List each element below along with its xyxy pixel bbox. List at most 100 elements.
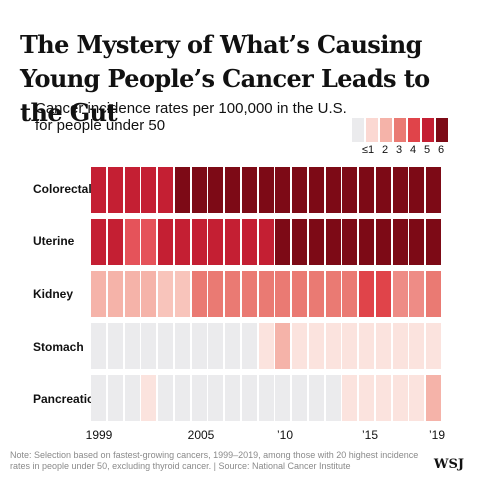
heatmap-cell — [409, 219, 425, 265]
legend-label: 4 — [409, 144, 417, 156]
heatmap-cell — [308, 167, 324, 213]
heatmap-cell — [91, 219, 106, 265]
legend-label: ≤1 — [361, 144, 375, 156]
heatmap-cell — [342, 167, 358, 213]
heatmap-cell — [375, 271, 391, 317]
heatmap-cell — [342, 323, 358, 369]
heatmap-cell — [392, 323, 408, 369]
wsj-logo: WSJ — [433, 457, 464, 472]
heatmap-cell — [392, 375, 408, 421]
heatmap-cell — [141, 323, 157, 369]
heatmap-cell — [392, 271, 408, 317]
heatmap-cell — [325, 271, 341, 317]
x-tick-label: ’10 — [276, 428, 294, 442]
heatmap-cell — [409, 271, 425, 317]
heatmap-cell — [91, 375, 106, 421]
heatmap-cell — [275, 323, 291, 369]
heatmap-cell — [258, 271, 274, 317]
heatmap-cell — [409, 167, 425, 213]
x-tick-label: ’15 — [361, 428, 379, 442]
heatmap-cell — [375, 323, 391, 369]
x-tick-label: 1999 — [85, 428, 113, 442]
heatmap-cell — [174, 167, 190, 213]
heatmap-cell — [158, 375, 173, 421]
heatmap-cell — [392, 219, 408, 265]
heatmap-cell — [241, 375, 257, 421]
heatmap-cell — [174, 323, 190, 369]
heatmap-cell — [258, 323, 274, 369]
heatmap-cell — [275, 167, 291, 213]
heatmap-cell — [292, 219, 307, 265]
heatmap-cell — [107, 375, 123, 421]
heatmap-cell — [258, 219, 274, 265]
heatmap-cell — [208, 323, 224, 369]
heatmap-cell — [292, 375, 307, 421]
heatmap-cell — [409, 323, 425, 369]
heatmap-cell — [308, 219, 324, 265]
heatmap-cell — [158, 167, 173, 213]
heatmap-cell — [124, 167, 140, 213]
heatmap-cell — [225, 323, 240, 369]
heatmap-cell — [107, 271, 123, 317]
heatmap-cell — [292, 167, 307, 213]
heatmap-cell — [325, 167, 341, 213]
row-label-uterine: Uterine — [33, 234, 75, 248]
heatmap-cell — [342, 219, 358, 265]
heatmap-cell — [426, 219, 441, 265]
headline: The Mystery of What’s Causing Young Peop… — [20, 30, 430, 127]
legend-swatch-min — [352, 118, 364, 142]
heatmap-cell — [426, 323, 441, 369]
heatmap-cell — [241, 219, 257, 265]
heatmap-cell — [158, 271, 173, 317]
heatmap-cell — [292, 271, 307, 317]
legend-swatch-6 — [436, 118, 448, 142]
heatmap-cell — [91, 271, 106, 317]
legend-label: 3 — [395, 144, 403, 156]
heatmap-cell — [225, 375, 240, 421]
heatmap-cell — [275, 219, 291, 265]
heatmap-cell — [342, 271, 358, 317]
legend-label: 2 — [381, 144, 389, 156]
footnote: Note: Selection based on fastest-growing… — [10, 450, 419, 471]
heatmap-cell — [191, 271, 207, 317]
legend-label: 6 — [437, 144, 445, 156]
heatmap-cell — [141, 167, 157, 213]
heatmap-cell — [208, 375, 224, 421]
heatmap-cell — [275, 271, 291, 317]
color-legend: ≤1 2 3 4 5 6 — [352, 118, 450, 158]
heatmap-cell — [342, 375, 358, 421]
heatmap-cell — [275, 375, 291, 421]
heatmap-cell — [308, 323, 324, 369]
legend-swatch-3 — [394, 118, 406, 142]
heatmap-cell — [124, 271, 140, 317]
heatmap-cell — [174, 219, 190, 265]
heatmap-cell — [359, 219, 374, 265]
heatmap-cell — [359, 167, 374, 213]
row-label-colorectal: Colorectal — [33, 182, 92, 196]
heatmap-cell — [141, 271, 157, 317]
heatmap-cell — [375, 375, 391, 421]
row-label-kidney: Kidney — [33, 287, 74, 301]
heatmap-cell — [426, 167, 441, 213]
heatmap-cell — [158, 219, 173, 265]
legend-swatch-2 — [380, 118, 392, 142]
legend-swatch-1 — [366, 118, 378, 142]
heatmap-cell — [359, 375, 374, 421]
heatmap-cell — [225, 271, 240, 317]
heatmap-cell — [241, 271, 257, 317]
heatmap-cell — [359, 271, 374, 317]
chart-subtitle: Cancer incidence rates per 100,000 in th… — [35, 100, 347, 134]
heatmap-cell — [124, 323, 140, 369]
heatmap-cell — [91, 323, 106, 369]
heatmap-cell — [392, 167, 408, 213]
heatmap-cell — [141, 375, 157, 421]
heatmap-cell — [174, 375, 190, 421]
heatmap-cell — [208, 167, 224, 213]
heatmap-cell — [191, 323, 207, 369]
heatmap-cell — [241, 167, 257, 213]
x-tick-label: 2005 — [187, 428, 215, 442]
heatmap-cell — [107, 323, 123, 369]
heatmap-cell — [208, 271, 224, 317]
heatmap-cell — [208, 219, 224, 265]
heatmap-cell — [325, 323, 341, 369]
